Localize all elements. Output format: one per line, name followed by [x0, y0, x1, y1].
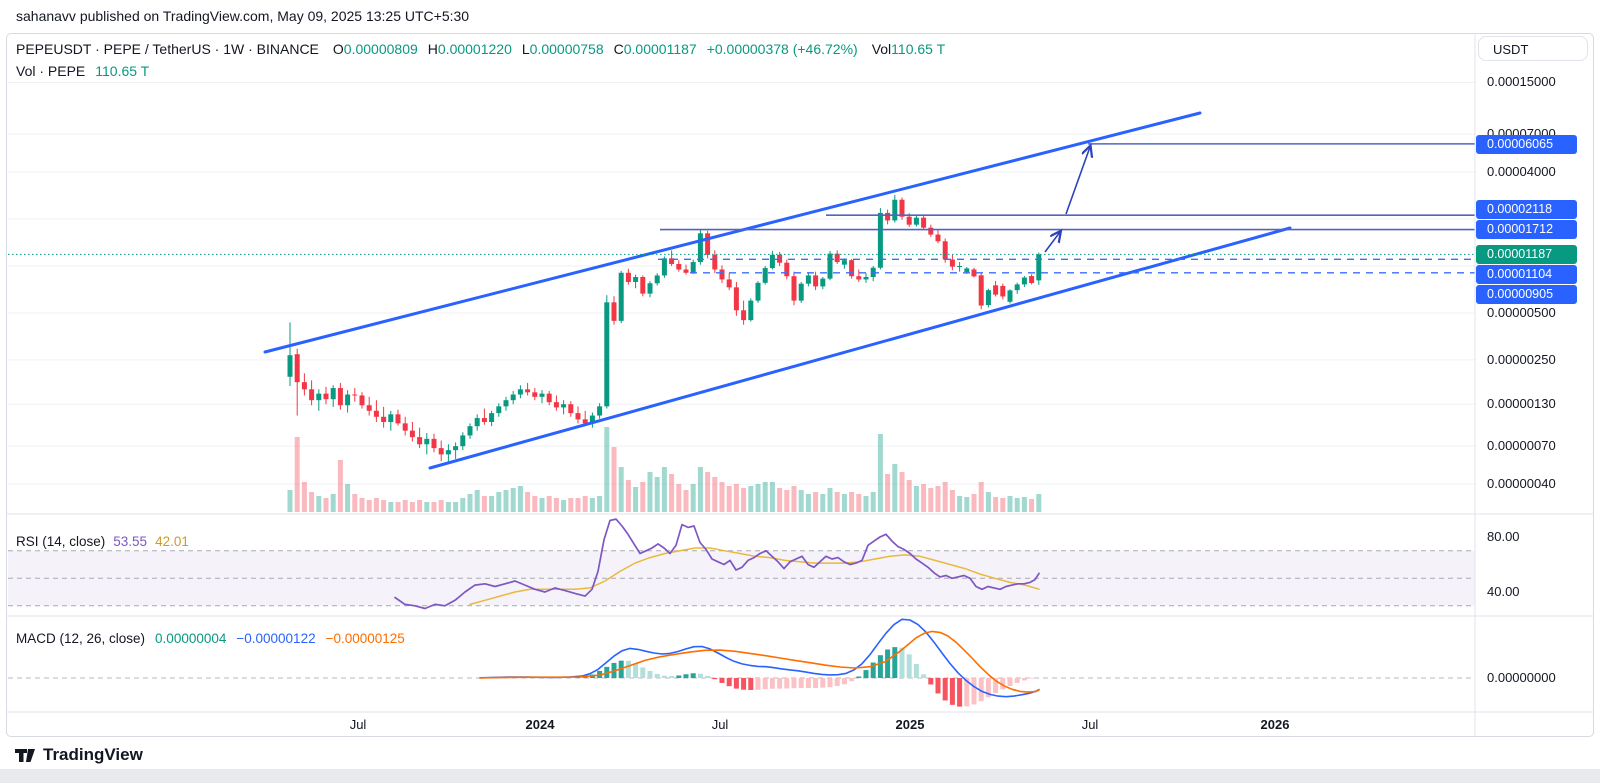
text-segment: 0.00000004: [155, 631, 227, 646]
bottom-gray-strip: [0, 769, 1600, 783]
text-segment: C: [613, 41, 624, 57]
text-segment: Vol · PEPE: [16, 63, 86, 79]
text-segment: 0.00000758: [529, 41, 604, 57]
time-label: 2025: [895, 717, 925, 732]
text-segment: O: [332, 41, 344, 57]
chart-card: [6, 33, 1594, 737]
price-badge: 0.00006065: [1476, 134, 1577, 154]
text-segment: 0.00000809: [343, 41, 418, 57]
time-label: Jul: [711, 717, 729, 732]
text-segment: 42.01: [155, 534, 189, 549]
time-label: Jul: [1081, 717, 1099, 732]
text-segment: +0.00000378 (+46.72%): [706, 41, 858, 57]
tradingview-footer[interactable]: TradingView: [14, 744, 143, 766]
text-segment: L: [521, 41, 530, 57]
text-segment: 0.00001187: [623, 41, 697, 57]
time-label: Jul: [349, 717, 367, 732]
text-segment: RSI (14, close): [16, 534, 106, 549]
tradingview-logo-icon: [15, 749, 35, 762]
text-segment: 0.00001220: [437, 41, 512, 57]
text-segment: MACD (12, 26, close): [16, 631, 146, 646]
text-segment: 53.55: [113, 534, 148, 549]
price-tick: 0.00000500: [1487, 305, 1556, 320]
attribution-text: sahanavv published on TradingView.com, M…: [16, 8, 470, 24]
price-tick: 0.00000250: [1487, 352, 1556, 367]
volume-info-row: Vol · PEPE 110.65 T: [16, 63, 149, 79]
currency-button[interactable]: USDT: [1478, 36, 1588, 61]
rsi-tick: 80.00: [1487, 529, 1520, 544]
price-badge: 0.00000905: [1476, 284, 1577, 304]
macd-tick: 0.00000000: [1487, 670, 1556, 685]
price-badge: 0.00001104: [1476, 264, 1577, 284]
price-tick: 0.00000040: [1487, 476, 1556, 491]
price-tick: 0.00015000: [1487, 74, 1556, 89]
text-segment: PEPEUSDT · PEPE / TetherUS · 1W · BINANC…: [16, 41, 319, 57]
text-segment: 110.65 T: [95, 63, 150, 79]
rsi-tick: 40.00: [1487, 584, 1520, 599]
price-badge: 0.00001712: [1476, 219, 1577, 239]
time-label: 2026: [1260, 717, 1290, 732]
text-segment: −0.00000122: [236, 631, 316, 646]
symbol-info-row: PEPEUSDT · PEPE / TetherUS · 1W · BINANC…: [16, 41, 945, 57]
price-tick: 0.00004000: [1487, 164, 1556, 179]
text-segment: 110.65 T: [891, 41, 946, 57]
time-label: 2024: [525, 717, 555, 732]
text-segment: −0.00000125: [325, 631, 405, 646]
price-badge: 0.00002118: [1476, 199, 1577, 219]
tradingview-watermark: TradingView: [43, 745, 143, 764]
price-tick: 0.00000130: [1487, 396, 1556, 411]
text-segment: Vol: [871, 41, 892, 57]
text-segment: H: [427, 41, 438, 57]
price-badge: 0.00001187: [1476, 244, 1577, 264]
rsi-indicator-label[interactable]: RSI (14, close) 53.55 42.01: [16, 534, 189, 549]
price-tick: 0.00000070: [1487, 438, 1556, 453]
macd-indicator-label[interactable]: MACD (12, 26, close) 0.00000004 −0.0000012…: [16, 631, 405, 646]
